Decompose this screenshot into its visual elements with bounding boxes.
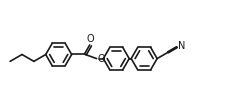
Text: O: O (98, 54, 106, 64)
Text: O: O (87, 34, 94, 44)
Text: N: N (178, 41, 186, 51)
